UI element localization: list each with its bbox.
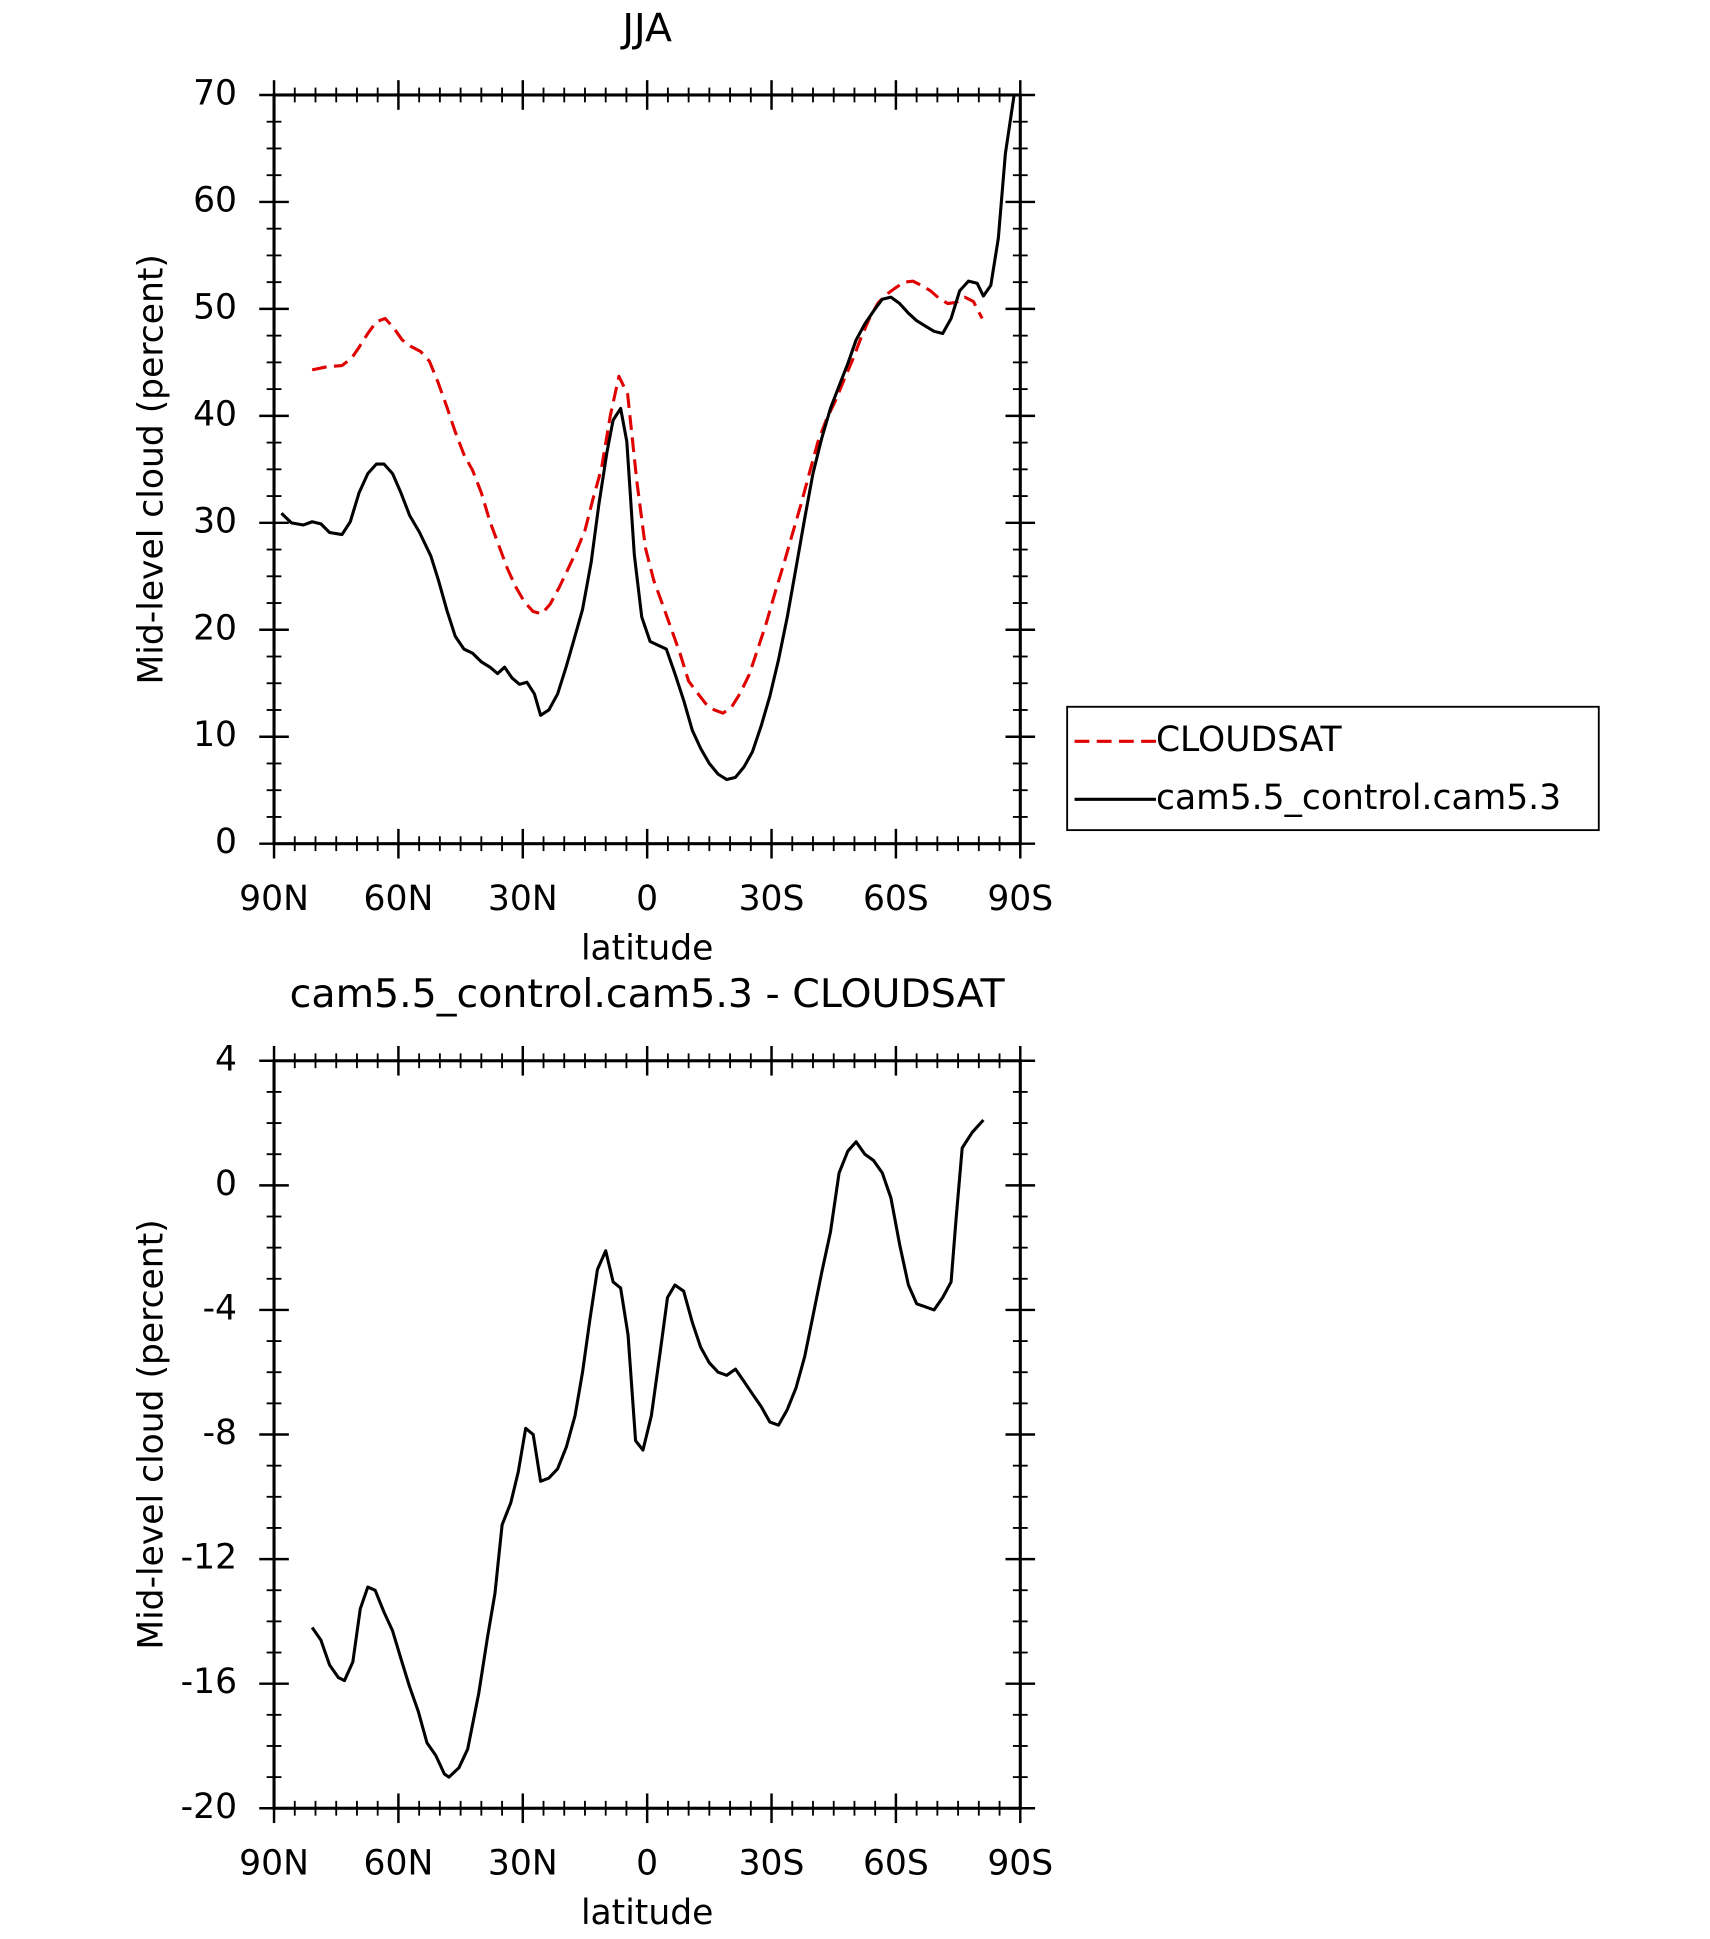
x-tick-label: 60N [364, 1843, 434, 1883]
x-tick-label: 60S [863, 879, 929, 919]
x-tick-label: 0 [636, 879, 658, 919]
x-tick-label: 60S [863, 1843, 929, 1883]
y-tick-label: -4 [203, 1288, 237, 1328]
plot-frame [272, 93, 1022, 846]
y-tick-label: 30 [193, 501, 237, 541]
y-tick-label: -12 [181, 1538, 237, 1578]
chart-title: cam5.5_control.cam5.3 - CLOUDSAT [290, 971, 1006, 1017]
x-axis-label: latitude [581, 928, 713, 968]
y-tick-label: 0 [215, 1164, 237, 1204]
data-line [310, 1118, 985, 1779]
x-tick-label: 30N [488, 879, 558, 919]
legend-label: CLOUDSAT [1156, 720, 1343, 760]
legend: CLOUDSAT cam5.5_control.cam5.3 [1066, 705, 1600, 832]
x-tick-label: 90N [239, 879, 309, 919]
y-tick-label: 0 [215, 822, 237, 862]
y-tick-label: 70 [193, 73, 237, 113]
x-tick-label: 90S [987, 879, 1053, 919]
y-tick-label: -16 [181, 1662, 237, 1702]
y-tick-label: 4 [215, 1039, 237, 1079]
y-tick-label: 10 [193, 715, 237, 755]
x-tick-label: 30S [739, 1843, 805, 1883]
x-tick-label: 60N [364, 879, 434, 919]
y-tick-label: 20 [193, 608, 237, 648]
chart-title: JJA [619, 5, 672, 51]
x-tick-label: 30S [739, 879, 805, 919]
data-line [311, 279, 984, 715]
x-tick-label: 30N [488, 1843, 558, 1883]
y-tick-label: 40 [193, 394, 237, 434]
legend-box [1066, 705, 1600, 832]
y-tick-label: 50 [193, 287, 237, 327]
x-tick-label: 90S [987, 1843, 1053, 1883]
y-axis-label: Mid-level cloud (percent) [132, 1219, 172, 1649]
x-tick-label: 0 [636, 1843, 658, 1883]
x-axis-label: latitude [581, 1893, 713, 1933]
y-tick-label: 60 [193, 180, 237, 220]
y-axis-label: Mid-level cloud (percent) [132, 254, 172, 684]
y-tick-label: -20 [181, 1787, 237, 1827]
y-tick-label: -8 [203, 1413, 237, 1453]
data-line [280, 94, 1016, 782]
x-tick-label: 90N [239, 1843, 309, 1883]
legend-label: cam5.5_control.cam5.3 [1156, 778, 1561, 818]
